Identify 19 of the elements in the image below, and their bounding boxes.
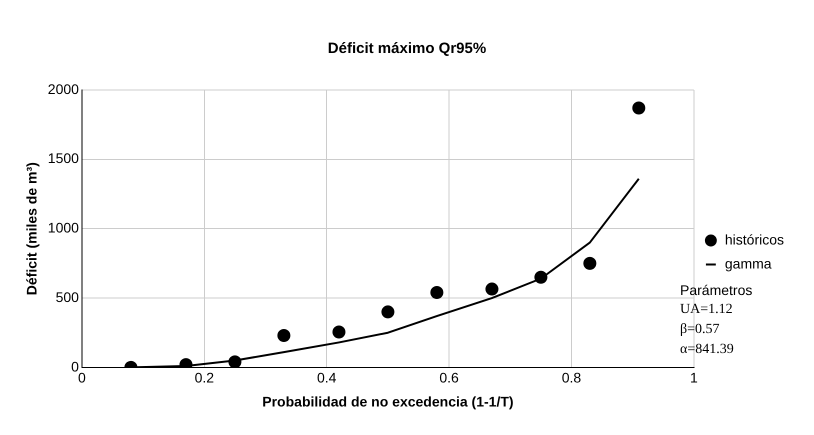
chart-title: Déficit máximo Qr95%	[326, 40, 488, 57]
annotation: Parámetros	[680, 281, 752, 300]
y-axis-title: Déficit (miles de m³)	[23, 162, 40, 296]
legend-label: gamma	[724, 255, 772, 272]
x-axis-title: Probabilidad de no excedencia (1-1/T)	[262, 393, 514, 410]
y-tick-label: 0	[71, 358, 80, 374]
annotation: α=841.39	[680, 341, 735, 359]
y-tick-label: 1000	[48, 220, 80, 236]
y-tick-label: 2000	[48, 80, 80, 97]
annotation: UA=1.12	[680, 301, 734, 319]
y-tick-label: 500	[56, 288, 80, 305]
x-tick-label: 1	[690, 370, 698, 386]
x-tick-label: 0.6	[439, 370, 460, 386]
annotation: β=0.57	[680, 321, 721, 339]
legend-label: históricos	[724, 231, 784, 248]
y-tick-label: 1500	[48, 150, 80, 166]
x-tick-label: 0.4	[316, 370, 337, 386]
x-tick-label: 0.2	[194, 370, 214, 386]
x-tick-label: 0.8	[562, 370, 582, 386]
